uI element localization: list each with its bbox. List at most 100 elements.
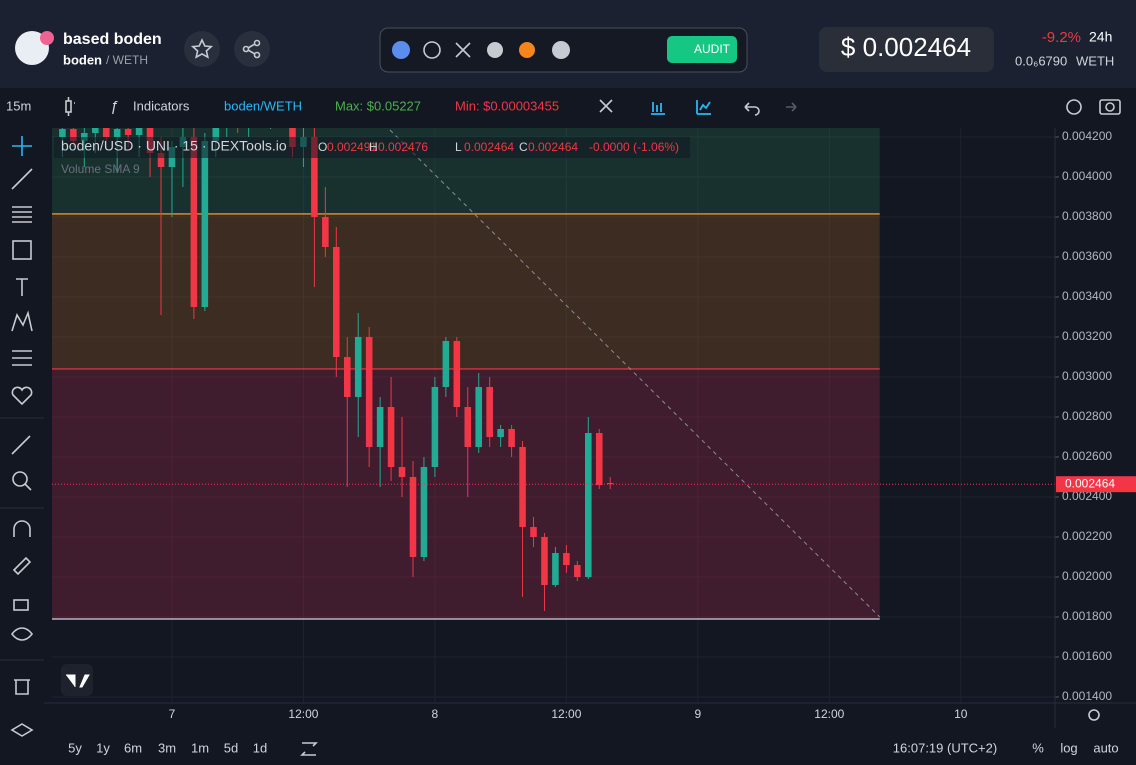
y-tick-label: 0.002200 xyxy=(1062,529,1112,543)
y-tick-label: 0.003000 xyxy=(1062,369,1112,383)
candle-body xyxy=(212,128,220,141)
x-tick-label: 12:00 xyxy=(288,707,318,721)
x-link[interactable] xyxy=(455,42,471,58)
percent-toggle[interactable]: % xyxy=(1032,740,1044,755)
price-zone xyxy=(52,214,880,369)
legend-key: H xyxy=(369,140,378,154)
x-tick-label: 7 xyxy=(169,707,176,721)
y-tick-label: 0.002000 xyxy=(1062,569,1112,583)
legend-value: 0.002476 xyxy=(378,140,428,154)
bottom-bar xyxy=(44,728,1136,765)
legend-bg xyxy=(54,137,690,158)
candle-body xyxy=(431,387,439,467)
legend-value: 0.002464 xyxy=(528,140,578,154)
y-tick-label: 0.002400 xyxy=(1062,489,1112,503)
more-button[interactable] xyxy=(552,41,570,59)
chart-overlay: 7 12:00 8 12:00 9 12:00 10 0.004200 0.004000 0.00… xyxy=(54,129,1136,721)
candle-body xyxy=(541,537,548,585)
price-weth: 0.0₆6790 xyxy=(1015,53,1067,68)
max-label: Max: $0.05227 xyxy=(335,98,421,113)
range-button[interactable]: 5y xyxy=(68,740,82,755)
range-button[interactable]: 1d xyxy=(253,740,267,755)
fx-icon: ƒ xyxy=(110,98,118,115)
drawing-tools xyxy=(10,136,34,737)
clock: 16:07:19 (UTC+2) xyxy=(893,740,997,755)
candle-body xyxy=(519,447,526,527)
candle-body xyxy=(442,341,450,387)
candle-body xyxy=(486,387,493,437)
candle-body xyxy=(475,387,483,447)
min-label: Min: $0.00003455 xyxy=(455,98,559,113)
settings-icon[interactable] xyxy=(1066,99,1082,115)
candle-body xyxy=(387,407,395,467)
telegram-link[interactable] xyxy=(487,42,503,58)
date-range-icon[interactable] xyxy=(300,742,318,756)
x-tick-label: 8 xyxy=(432,707,439,721)
tool-separators xyxy=(0,417,44,661)
y-tick-label: 0.003600 xyxy=(1062,249,1112,263)
interval[interactable]: 15m xyxy=(6,98,31,113)
weth-label: WETH xyxy=(1076,53,1114,68)
legend-key: C xyxy=(519,140,528,154)
y-tick-label: 0.003400 xyxy=(1062,289,1112,303)
candle-body xyxy=(574,565,581,577)
axis-settings[interactable] xyxy=(1088,709,1100,721)
candle-body xyxy=(333,247,340,357)
indicator-label: Volume SMA 9 xyxy=(61,162,140,176)
pair-quote: / WETH xyxy=(106,53,148,67)
metamask-link[interactable] xyxy=(519,42,535,58)
candle-body xyxy=(530,527,537,537)
candle-body xyxy=(322,217,329,247)
line-icon[interactable] xyxy=(696,100,711,115)
token-badge xyxy=(40,31,54,45)
undo-icon[interactable] xyxy=(744,102,760,116)
chart-type-icon[interactable] xyxy=(65,97,75,116)
candle-body xyxy=(201,141,209,307)
range-button[interactable]: 3m xyxy=(158,740,176,755)
favorite-button[interactable] xyxy=(184,31,220,67)
camera-icon[interactable] xyxy=(1099,99,1121,115)
audit-label: AUDIT xyxy=(694,42,731,56)
candle-body xyxy=(354,337,362,397)
audit-button[interactable] xyxy=(667,36,737,63)
range-button[interactable]: 1y xyxy=(96,740,110,755)
candle-body xyxy=(552,553,559,585)
auto-toggle[interactable]: auto xyxy=(1093,740,1118,755)
trend-line xyxy=(389,129,881,618)
candle-body xyxy=(508,429,515,447)
legend-value: 0.002464 xyxy=(464,140,514,154)
candle-body xyxy=(70,129,77,141)
price: $ 0.002464 xyxy=(841,32,971,62)
fullscreen-icon[interactable] xyxy=(599,99,613,113)
candles-icon[interactable] xyxy=(651,102,665,115)
y-tick-label: 0.003800 xyxy=(1062,209,1112,223)
redo-icon[interactable] xyxy=(786,102,797,112)
candle-body xyxy=(157,153,165,167)
log-toggle[interactable]: log xyxy=(1060,740,1077,755)
candle-body xyxy=(311,137,318,217)
y-tick-label: 0.001600 xyxy=(1062,649,1112,663)
candle-body xyxy=(135,128,143,135)
candle-body xyxy=(595,433,603,485)
candle-body xyxy=(584,433,592,577)
candle-body xyxy=(59,129,66,137)
price-box xyxy=(819,27,994,72)
dex-link[interactable] xyxy=(392,41,410,59)
website-link[interactable] xyxy=(423,41,441,59)
y-tick-label: 0.004000 xyxy=(1062,169,1112,183)
legend-change: -0.0000 (-1.06%) xyxy=(589,140,679,154)
range-buttons: 5y 1y 6m 3m 1m 5d 1d xyxy=(68,740,267,755)
indicators-button[interactable]: Indicators xyxy=(133,98,190,113)
share-button[interactable] xyxy=(234,31,270,67)
range-button[interactable]: 6m xyxy=(124,740,142,755)
candle-body xyxy=(420,467,428,557)
candle-body xyxy=(409,477,417,557)
y-tick-label: 0.004200 xyxy=(1062,129,1112,143)
y-tick-label: 0.001800 xyxy=(1062,609,1112,623)
range-button[interactable]: 5d xyxy=(224,740,238,755)
y-tick-label: 0.002600 xyxy=(1062,449,1112,463)
range-button[interactable]: 1m xyxy=(191,740,209,755)
legend-value: 0.002491 xyxy=(327,140,377,154)
candle-body xyxy=(124,129,132,135)
